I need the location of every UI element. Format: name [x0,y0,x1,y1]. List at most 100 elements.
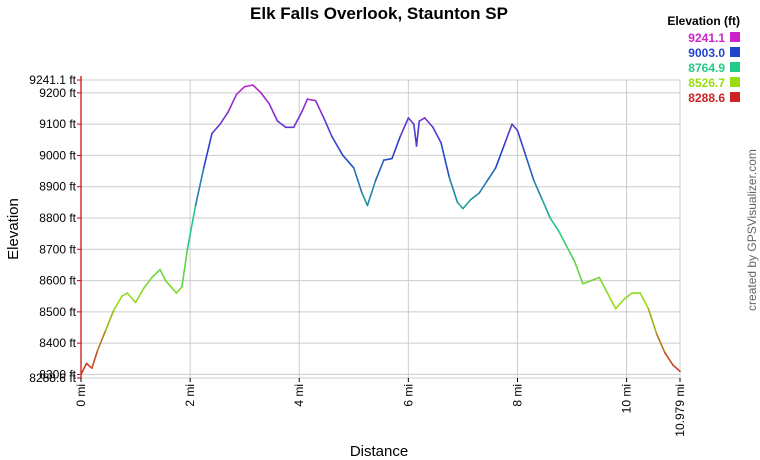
y-tick-label: 8600 ft [39,274,76,288]
series-segment [462,198,472,210]
legend-label: 8288.6 [688,91,725,105]
series-segment [219,110,230,125]
series-segment [186,204,197,251]
legend-swatch [730,32,740,42]
series-segment [541,198,552,219]
series-segment [573,261,584,285]
series-segment [432,126,442,144]
series-segment [533,179,543,201]
series-segment [639,292,650,310]
legend-title: Elevation (ft) [667,14,740,28]
series-segment [104,309,115,332]
series-segment [164,279,172,288]
series-segment [598,276,609,294]
y-tick-label: 8288.6 ft [29,371,76,385]
series-segment [252,84,262,94]
x-tick-label: 10.979 mi [673,384,687,437]
legend-label: 9241.1 [688,31,725,45]
series-segment [413,123,418,147]
elevation-series [80,84,681,376]
series-segment [292,110,303,129]
y-tick-label: 8300 ft [39,367,76,381]
series-segment [314,99,325,119]
y-axis-title: Elevation [5,198,22,260]
series-segment [331,135,344,157]
legend-label: 8526.7 [688,76,725,90]
series-segment [306,98,317,102]
y-tick-label: 9200 ft [39,86,76,100]
series-segment [322,117,333,138]
series-segment [170,286,178,294]
series-segment [268,103,279,122]
series-segment [91,350,99,369]
series-segment [96,329,107,352]
series-segment [418,117,426,122]
x-axis-title: Distance [350,443,408,460]
series-segment [85,362,93,369]
legend: Elevation (ft) 9241.19003.08764.98526.78… [667,14,740,105]
x-tick-label: 6 mi [401,384,415,407]
series-segment [391,135,401,160]
y-tick-label: 9241.1 ft [29,73,76,87]
y-tick-label: 9000 ft [39,148,76,162]
legend-label: 8764.9 [688,61,725,75]
series-segment [503,123,513,147]
series-segment [235,85,246,96]
series-segment [440,142,451,179]
series-segment [181,248,189,288]
series-segment [227,93,238,113]
series-segment [663,351,674,366]
series-segment [516,129,527,157]
series-segment [606,292,617,310]
series-segment [470,192,481,201]
y-tick-label: 8900 ft [39,180,76,194]
y-tick-label: 8700 ft [39,242,76,256]
x-tick-labels: 0 mi 2 mi 4 mi 6 mi 8 mi 10 mi 10.979 mi [74,378,687,437]
plot-area [80,79,681,379]
series-segment [582,279,592,285]
series-segment [549,217,560,232]
series-segment [494,145,505,169]
series-segment [486,167,497,182]
y-tick-label: 8400 ft [39,336,76,350]
series-segment [194,167,205,207]
series-segment [211,123,221,135]
series-segment [672,364,681,373]
x-tick-label: 0 mi [74,384,88,407]
series-segment [361,192,369,207]
gridlines [81,80,680,378]
y-tick-label: 9100 ft [39,117,76,131]
credit-text: created by GPSVisualizer.com [745,149,759,311]
series-segment [243,84,254,88]
series-segment [374,159,385,182]
series-segment [80,362,88,376]
series-segment [301,98,309,113]
x-tick-label: 10 mi [620,384,634,413]
series-segment [478,179,489,194]
series-segment [352,167,363,194]
series-segment [121,292,129,298]
legend-swatch [730,92,740,102]
series-segment [151,268,161,279]
series-segment [456,201,464,210]
series-segment [399,117,410,138]
series-segment [614,298,625,310]
series-segment [366,179,377,207]
series-segment [126,292,137,304]
chart-title: Elk Falls Overlook, Staunton SP [250,4,508,23]
series-segment [260,92,271,105]
series-segment [112,295,123,312]
legend-label: 9003.0 [688,46,725,60]
y-tick-label: 8800 ft [39,211,76,225]
legend-swatch [730,62,740,72]
series-segment [647,307,658,335]
legend-swatch [730,77,740,87]
y-tick-label: 8500 ft [39,305,76,319]
legend-swatch [730,47,740,57]
series-segment [524,154,535,182]
series-segment [142,276,153,290]
series-segment [202,132,213,169]
x-tick-label: 4 mi [292,384,306,407]
series-segment [448,176,459,204]
